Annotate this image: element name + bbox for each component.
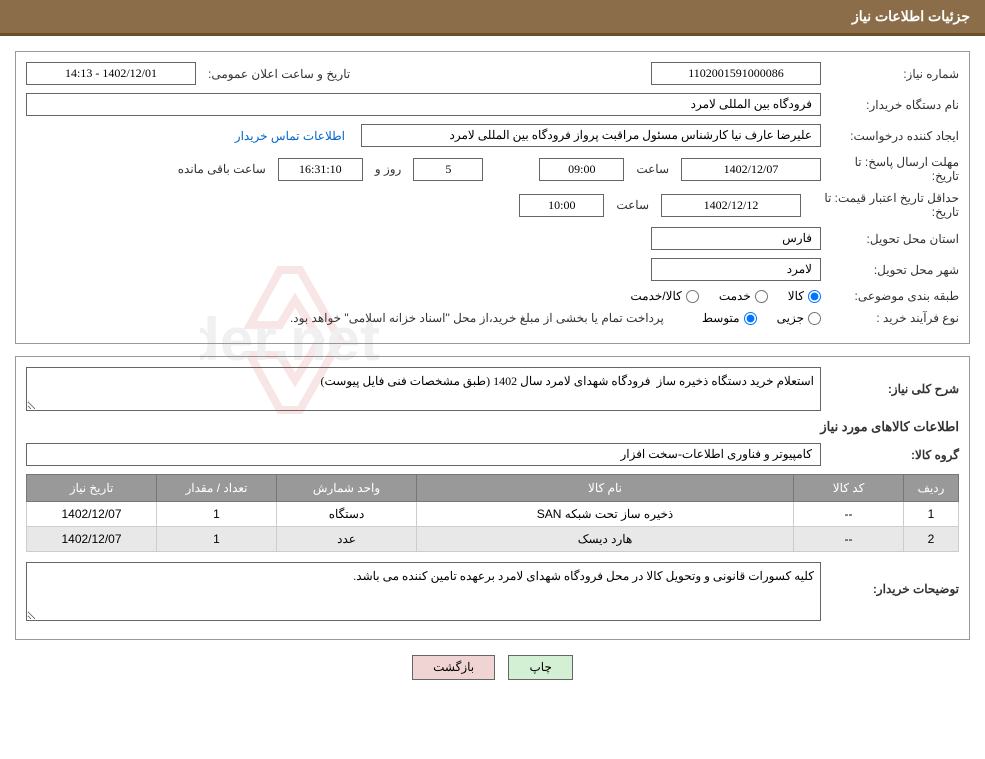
category-goods-radio[interactable]	[808, 290, 821, 303]
category-goods-option[interactable]: کالا	[788, 289, 821, 303]
goods-group-label: گروه کالا:	[829, 448, 959, 462]
back-button[interactable]: بازگشت	[412, 655, 495, 680]
th-date: تاریخ نیاز	[27, 475, 157, 502]
category-radio-group: کالا خدمت کالا/خدمت	[630, 289, 821, 303]
goods-group-row: گروه کالا:	[26, 443, 959, 466]
process-medium-radio[interactable]	[744, 312, 757, 325]
process-medium-label: متوسط	[702, 311, 740, 325]
detail-panel: شرح کلی نیاز: اطلاعات کالاهای مورد نیاز …	[15, 356, 970, 640]
need-number-input	[651, 62, 821, 85]
cell-qty: 1	[157, 527, 277, 552]
goods-table: ردیف کد کالا نام کالا واحد شمارش تعداد /…	[26, 474, 959, 552]
buyer-notes-row: توضیحات خریدار:	[26, 562, 959, 621]
process-partial-option[interactable]: جزیی	[777, 311, 821, 325]
general-desc-label: شرح کلی نیاز:	[829, 382, 959, 396]
response-time-input	[539, 158, 624, 181]
cell-unit: عدد	[277, 527, 417, 552]
requester-row: ایجاد کننده درخواست: اطلاعات تماس خریدار	[26, 124, 959, 147]
cell-qty: 1	[157, 502, 277, 527]
delivery-province-row: استان محل تحویل:	[26, 227, 959, 250]
response-deadline-label: مهلت ارسال پاسخ: تا تاریخ:	[829, 155, 959, 183]
need-number-row: شماره نیاز: تاریخ و ساعت اعلان عمومی:	[26, 62, 959, 85]
general-desc-row: شرح کلی نیاز:	[26, 367, 959, 411]
goods-group-input	[26, 443, 821, 466]
process-medium-option[interactable]: متوسط	[702, 311, 757, 325]
category-goods-service-label: کالا/خدمت	[630, 289, 681, 303]
purchase-process-row: نوع فرآیند خرید : جزیی متوسط پرداخت تمام…	[26, 311, 959, 325]
cell-code: --	[794, 502, 904, 527]
time-label-2: ساعت	[616, 198, 649, 212]
requester-label: ایجاد کننده درخواست:	[829, 129, 959, 143]
cell-code: --	[794, 527, 904, 552]
process-partial-radio[interactable]	[808, 312, 821, 325]
remaining-label: ساعت باقی مانده	[178, 162, 266, 176]
buyer-notes-label: توضیحات خریدار:	[829, 562, 959, 596]
process-note: پرداخت تمام یا بخشی از مبلغ خرید،از محل …	[290, 311, 664, 325]
remaining-time-input	[278, 158, 363, 181]
info-panel: شماره نیاز: تاریخ و ساعت اعلان عمومی: نا…	[15, 51, 970, 344]
cell-unit: دستگاه	[277, 502, 417, 527]
table-header-row: ردیف کد کالا نام کالا واحد شمارش تعداد /…	[27, 475, 959, 502]
price-validity-label: حداقل تاریخ اعتبار قیمت: تا تاریخ:	[809, 191, 959, 219]
category-goods-service-radio[interactable]	[686, 290, 699, 303]
category-goods-service-option[interactable]: کالا/خدمت	[630, 289, 698, 303]
days-and-label: روز و	[375, 162, 402, 176]
time-label-1: ساعت	[636, 162, 669, 176]
th-code: کد کالا	[794, 475, 904, 502]
category-goods-label: کالا	[788, 289, 804, 303]
process-partial-label: جزیی	[777, 311, 804, 325]
page-title: جزئیات اطلاعات نیاز	[852, 8, 970, 24]
delivery-city-input	[651, 258, 821, 281]
delivery-province-label: استان محل تحویل:	[829, 232, 959, 246]
purchase-process-label: نوع فرآیند خرید :	[829, 311, 959, 325]
general-desc-textarea[interactable]	[26, 367, 821, 411]
cell-row: 2	[904, 527, 959, 552]
table-row: 2 -- هارد دیسک عدد 1 1402/12/07	[27, 527, 959, 552]
process-radio-group: جزیی متوسط	[702, 311, 821, 325]
price-validity-row: حداقل تاریخ اعتبار قیمت: تا تاریخ: ساعت	[26, 191, 959, 219]
need-number-label: شماره نیاز:	[829, 67, 959, 81]
response-date-input	[681, 158, 821, 181]
delivery-city-row: شهر محل تحویل:	[26, 258, 959, 281]
announce-datetime-input	[26, 62, 196, 85]
announce-datetime-label: تاریخ و ساعت اعلان عمومی:	[208, 67, 350, 81]
th-qty: تعداد / مقدار	[157, 475, 277, 502]
th-unit: واحد شمارش	[277, 475, 417, 502]
print-button[interactable]: چاپ	[508, 655, 572, 680]
delivery-province-input	[651, 227, 821, 250]
th-name: نام کالا	[417, 475, 794, 502]
table-row: 1 -- ذخیره ساز تحت شبکه SAN دستگاه 1 140…	[27, 502, 959, 527]
cell-name: هارد دیسک	[417, 527, 794, 552]
price-validity-time-input	[519, 194, 604, 217]
buyer-notes-textarea[interactable]	[26, 562, 821, 621]
cell-row: 1	[904, 502, 959, 527]
category-service-option[interactable]: خدمت	[719, 289, 768, 303]
buyer-org-row: نام دستگاه خریدار:	[26, 93, 959, 116]
contact-link[interactable]: اطلاعات تماس خریدار	[235, 129, 345, 143]
remaining-days-input	[413, 158, 483, 181]
category-service-radio[interactable]	[755, 290, 768, 303]
category-row: طبقه بندی موضوعی: کالا خدمت کالا/خدمت	[26, 289, 959, 303]
category-label: طبقه بندی موضوعی:	[829, 289, 959, 303]
buyer-org-input	[26, 93, 821, 116]
button-row: چاپ بازگشت	[15, 655, 970, 680]
category-service-label: خدمت	[719, 289, 751, 303]
content-area: شماره نیاز: تاریخ و ساعت اعلان عمومی: نا…	[0, 36, 985, 695]
cell-date: 1402/12/07	[27, 527, 157, 552]
response-deadline-row: مهلت ارسال پاسخ: تا تاریخ: ساعت روز و سا…	[26, 155, 959, 183]
cell-date: 1402/12/07	[27, 502, 157, 527]
goods-info-title: اطلاعات کالاهای مورد نیاز	[26, 419, 959, 435]
page-header: جزئیات اطلاعات نیاز	[0, 0, 985, 36]
price-validity-date-input	[661, 194, 801, 217]
th-row: ردیف	[904, 475, 959, 502]
requester-input	[361, 124, 821, 147]
delivery-city-label: شهر محل تحویل:	[829, 263, 959, 277]
cell-name: ذخیره ساز تحت شبکه SAN	[417, 502, 794, 527]
buyer-org-label: نام دستگاه خریدار:	[829, 98, 959, 112]
